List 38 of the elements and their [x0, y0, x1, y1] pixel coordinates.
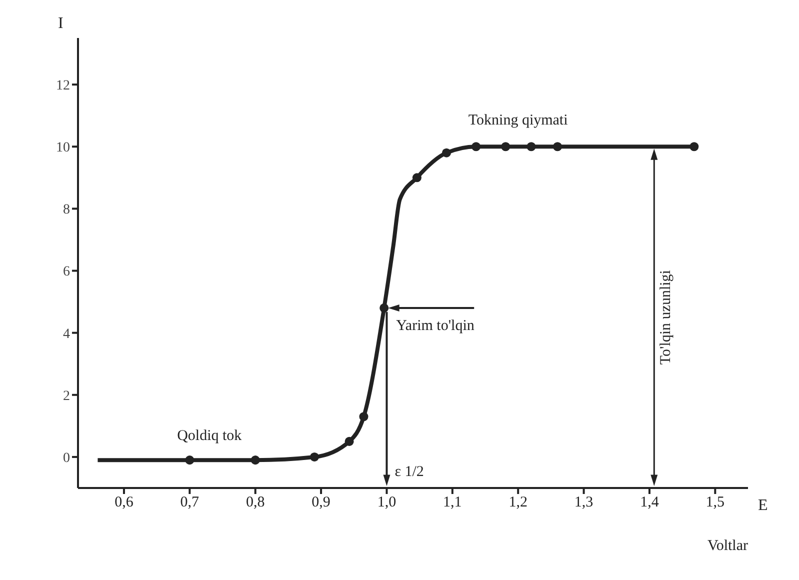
y-tick-label: 8 — [63, 202, 70, 218]
point — [310, 452, 319, 462]
text: Voltlar — [707, 538, 748, 555]
x-tick-label: 1,2 — [508, 494, 528, 511]
point — [380, 303, 389, 313]
x-tick-label: 0,8 — [246, 494, 265, 511]
point — [442, 148, 452, 158]
y-tick-label: 10 — [56, 140, 70, 156]
point — [552, 142, 562, 152]
x-tick-label: 0,7 — [180, 494, 200, 511]
y-tick-label: 4 — [63, 326, 70, 342]
y-tick-label: 2 — [63, 388, 70, 404]
point — [501, 142, 510, 152]
point — [526, 142, 536, 152]
y-tick-label: 12 — [56, 78, 70, 94]
x-axis-title: E — [758, 497, 768, 514]
point — [359, 412, 368, 422]
annotation: Qoldiq tok — [177, 428, 242, 444]
x-tick-label: 1,3 — [574, 494, 594, 511]
x-tick-label: 0,9 — [312, 494, 330, 511]
point — [690, 142, 699, 152]
point — [472, 142, 481, 152]
annotation: Yarim to'lqin — [396, 318, 475, 334]
x-tick-label: 1,5 — [706, 494, 725, 511]
y-tick-label: 6 — [63, 264, 70, 280]
x-tick-label: 1,4 — [640, 494, 660, 511]
point — [250, 456, 260, 465]
x-tick-label: 0,6 — [114, 494, 134, 511]
x-tick-label: 1,0 — [377, 494, 396, 511]
annotation: To'lqin uzunligi — [658, 270, 674, 365]
point — [185, 456, 194, 465]
point — [344, 436, 354, 446]
y-tick-label: 0 — [63, 450, 70, 466]
annotation: ε 1/2 — [394, 464, 424, 480]
point — [412, 173, 422, 182]
y-axis-title: I — [58, 15, 64, 32]
x-tick-label: 1,1 — [443, 494, 462, 511]
annotation: Tokning qiymati — [468, 112, 568, 129]
